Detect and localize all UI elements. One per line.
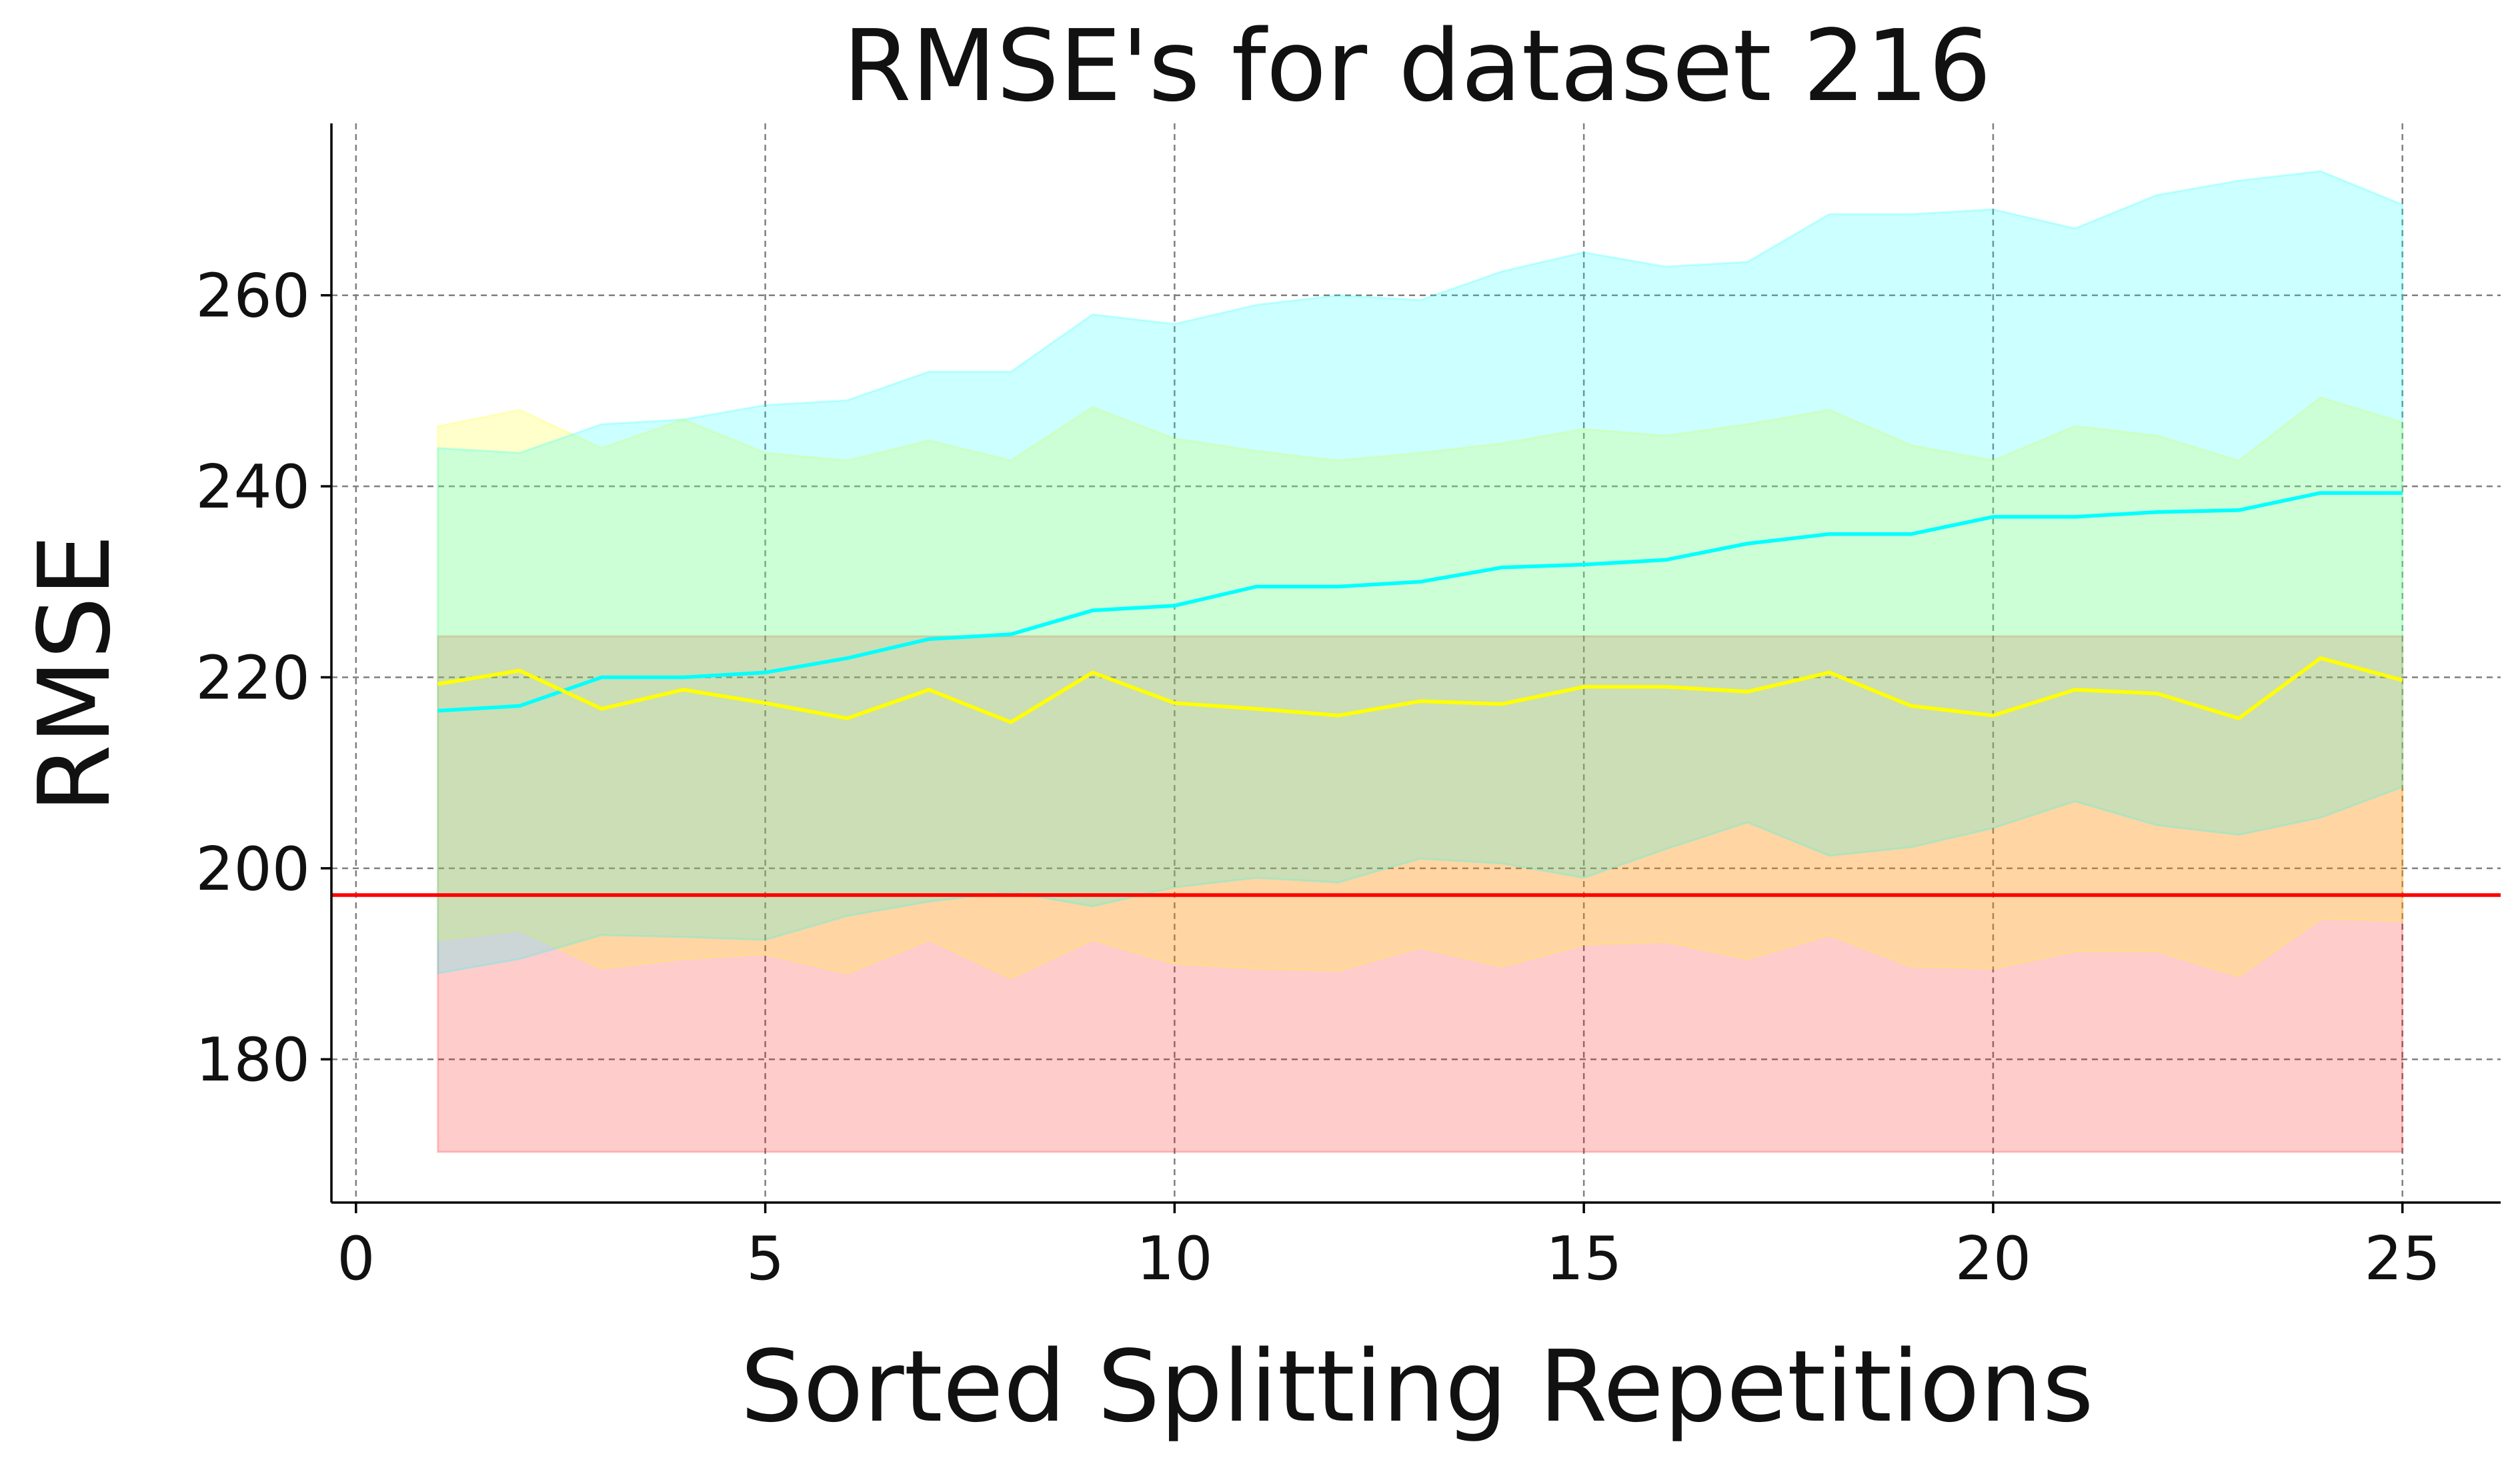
x-tick-label: 15 (1546, 1224, 1622, 1294)
axes: 0 5 10 15 20 25 180 200 220 240 260 (195, 123, 2501, 1294)
series-line (437, 656, 2403, 724)
y-tick-label: 240 (195, 452, 310, 522)
grid-lines (331, 123, 2501, 1203)
confidence-bands (437, 170, 2404, 1153)
x-tick-label: 5 (746, 1224, 784, 1294)
series-line (437, 491, 2403, 713)
x-tick-label: 20 (1955, 1224, 2032, 1294)
data-lines (331, 491, 2501, 897)
confidence-band (437, 396, 2404, 980)
x-tick-label: 25 (2364, 1224, 2441, 1294)
x-tick-label: 10 (1136, 1224, 1213, 1294)
y-tick-label: 260 (195, 261, 310, 331)
y-tick-label: 200 (195, 834, 310, 904)
chart-title: RMSE's for dataset 216 (843, 9, 1991, 123)
y-axis-title: RMSE (17, 534, 132, 813)
y-tick-label: 220 (195, 643, 310, 713)
confidence-band (437, 170, 2404, 975)
x-tick-label: 0 (337, 1224, 375, 1294)
y-tick-label: 180 (195, 1025, 310, 1095)
x-axis-title: Sorted Splitting Repetitions (740, 1329, 2094, 1444)
